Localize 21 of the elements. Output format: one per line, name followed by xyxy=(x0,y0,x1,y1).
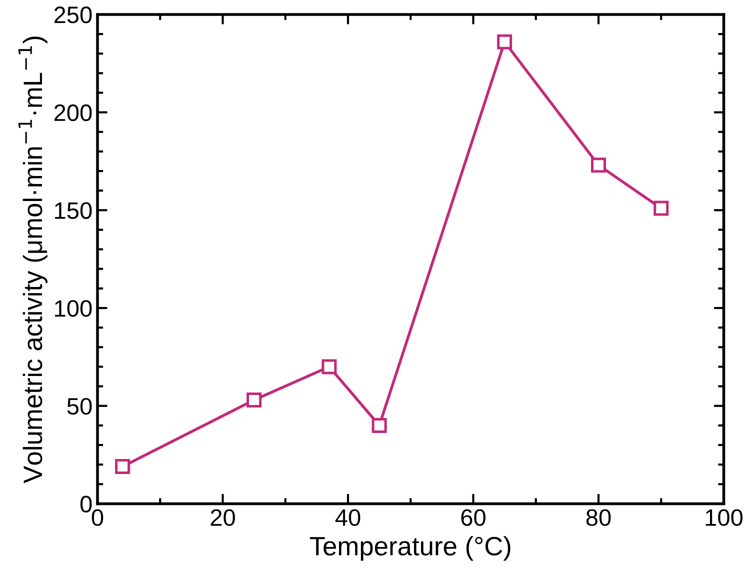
point xyxy=(591,158,606,173)
x-tick-label: 100 xyxy=(706,509,743,526)
point xyxy=(372,418,387,433)
point xyxy=(497,34,512,50)
point xyxy=(115,459,130,474)
y-axis-title: Volumetric activity (μmol·min$^{−1}$·mL$^{−1}$) xyxy=(18,36,48,484)
point xyxy=(322,359,337,374)
y-tick-label: 200 xyxy=(54,104,92,122)
x-axis-title: Temperature (°C) xyxy=(310,536,510,561)
y-tick-label: 100 xyxy=(55,300,92,317)
y-tick-label: 0 xyxy=(80,496,92,513)
y-tick-label: 150 xyxy=(55,202,92,219)
x-tick-label: 0 xyxy=(92,509,104,526)
x-tick-label: 60 xyxy=(461,509,486,526)
y-tick-label: 250 xyxy=(54,6,92,24)
point xyxy=(654,200,669,216)
x-tick-label: 80 xyxy=(586,509,611,526)
y-tick-label: 50 xyxy=(67,398,92,415)
x-tick-label: 20 xyxy=(210,509,235,526)
point xyxy=(246,392,262,408)
x-tick-label: 40 xyxy=(335,509,360,526)
